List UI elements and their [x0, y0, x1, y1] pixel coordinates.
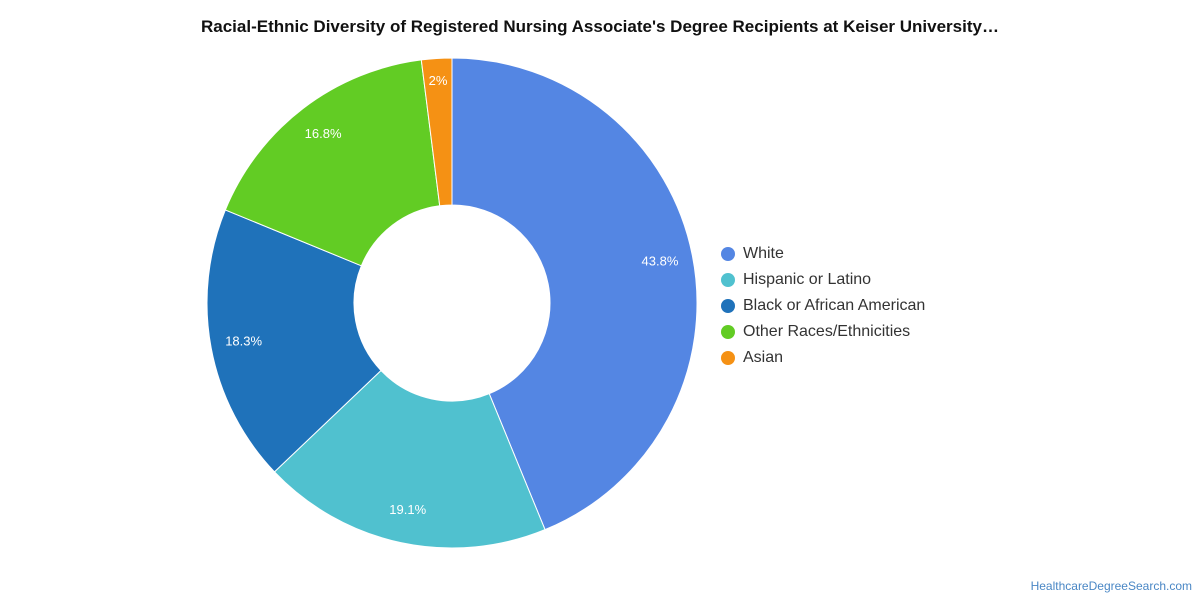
legend-label: Other Races/Ethnicities: [743, 323, 911, 340]
legend-item-black-or-african-american[interactable]: Black or African American: [721, 293, 925, 319]
legend-label: Black or African American: [743, 297, 926, 314]
legend-label: Asian: [743, 349, 784, 366]
slice-hispanic-or-latino[interactable]: [273, 369, 546, 549]
legend-swatch: [721, 325, 735, 339]
slice-label-black-or-african-american: 18.3%: [225, 334, 262, 349]
legend-label: Hispanic or Latino: [743, 271, 872, 288]
legend-item-other-races-ethnicities[interactable]: Other Races/Ethnicities: [721, 319, 925, 345]
legend: White Hispanic or Latino Black or African …: [721, 241, 925, 371]
legend-item-asian[interactable]: Asian: [721, 345, 925, 371]
legend-label: White: [743, 245, 784, 262]
legend-swatch: [721, 299, 735, 313]
slice-label-hispanic-or-latino: 19.1%: [389, 502, 426, 517]
watermark-link[interactable]: HealthcareDegreeSearch.com: [1030, 579, 1192, 593]
slice-black-or-african-american[interactable]: [206, 209, 382, 473]
chart-title: Racial-Ethnic Diversity of Registered Nu…: [201, 17, 999, 36]
slice-label-other-races-ethnicities: 16.8%: [305, 126, 342, 141]
slice-white[interactable]: [451, 57, 698, 531]
legend-swatch: [721, 351, 735, 365]
slice-label-white: 43.8%: [642, 253, 679, 268]
slice-asian[interactable]: [420, 57, 453, 207]
legend-swatch: [721, 247, 735, 261]
slice-label-asian: 2%: [429, 73, 448, 88]
legend-item-white[interactable]: White: [721, 241, 925, 267]
legend-swatch: [721, 273, 735, 287]
slice-other-races-ethnicities[interactable]: [224, 59, 441, 267]
legend-item-hispanic-or-latino[interactable]: Hispanic or Latino: [721, 267, 925, 293]
